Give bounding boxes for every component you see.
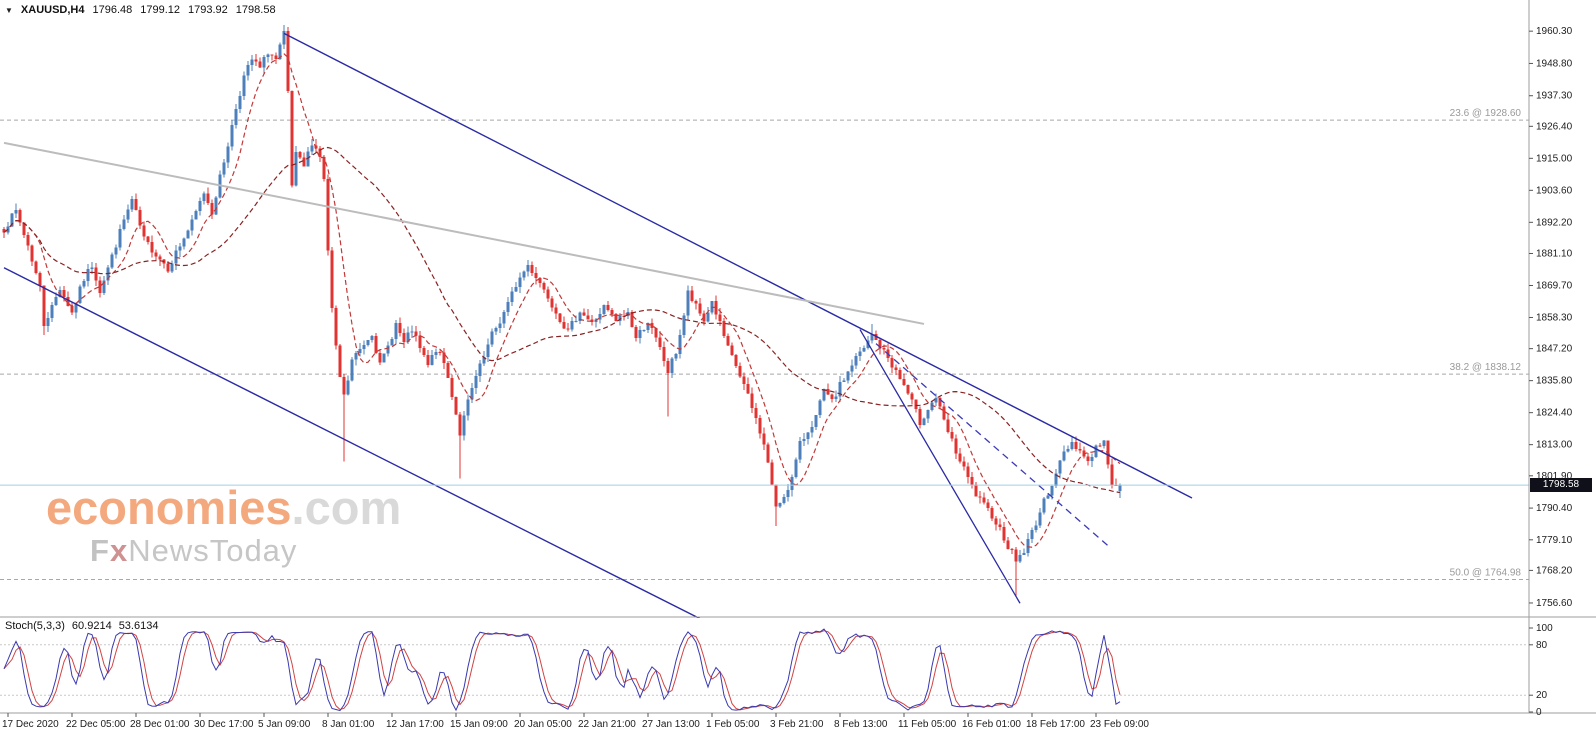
svg-text:0: 0 [1536, 707, 1542, 718]
svg-text:28 Dec 01:00: 28 Dec 01:00 [130, 719, 190, 730]
stoch-name: Stoch(5,3,3) [5, 620, 65, 632]
svg-text:1903.60: 1903.60 [1536, 185, 1573, 196]
svg-text:8 Feb 13:00: 8 Feb 13:00 [834, 719, 888, 730]
watermark-brand-line: economies.com [46, 484, 401, 531]
svg-text:1835.80: 1835.80 [1536, 376, 1573, 387]
svg-text:16 Feb 01:00: 16 Feb 01:00 [962, 719, 1021, 730]
svg-text:11 Feb 05:00: 11 Feb 05:00 [898, 719, 957, 730]
svg-text:1869.70: 1869.70 [1536, 280, 1573, 291]
watermark: economies.com FxNewsToday [46, 484, 401, 566]
svg-text:5 Jan 09:00: 5 Jan 09:00 [258, 719, 311, 730]
close-value: 1798.58 [235, 4, 276, 16]
svg-text:1813.00: 1813.00 [1536, 440, 1573, 451]
svg-text:20: 20 [1536, 690, 1548, 701]
svg-text:100: 100 [1536, 623, 1553, 634]
high-value: 1799.12 [140, 4, 181, 16]
svg-text:22 Jan 21:00: 22 Jan 21:00 [578, 719, 636, 730]
svg-text:1960.30: 1960.30 [1536, 26, 1573, 37]
svg-text:1768.20: 1768.20 [1536, 565, 1573, 576]
svg-text:1801.90: 1801.90 [1536, 471, 1573, 482]
open-value: 1796.48 [92, 4, 133, 16]
svg-text:20 Jan 05:00: 20 Jan 05:00 [514, 719, 572, 730]
svg-text:38.2 @ 1838.12: 38.2 @ 1838.12 [1450, 362, 1522, 373]
watermark-brand: economies [46, 481, 292, 534]
svg-text:1779.10: 1779.10 [1536, 535, 1573, 546]
svg-text:1847.20: 1847.20 [1536, 344, 1573, 355]
svg-text:23 Feb 09:00: 23 Feb 09:00 [1090, 719, 1149, 730]
watermark-domain: .com [291, 481, 402, 534]
svg-text:3 Feb 21:00: 3 Feb 21:00 [770, 719, 824, 730]
price-axis[interactable] [1529, 0, 1596, 713]
svg-text:27 Jan 13:00: 27 Jan 13:00 [642, 719, 700, 730]
svg-text:12 Jan 17:00: 12 Jan 17:00 [386, 719, 444, 730]
svg-text:22 Dec 05:00: 22 Dec 05:00 [66, 719, 126, 730]
svg-text:80: 80 [1536, 640, 1548, 651]
svg-text:17 Dec 2020: 17 Dec 2020 [2, 719, 59, 730]
svg-text:1881.10: 1881.10 [1536, 248, 1573, 259]
svg-text:1 Feb 05:00: 1 Feb 05:00 [706, 719, 760, 730]
svg-text:1926.40: 1926.40 [1536, 121, 1573, 132]
watermark-subtitle: FxNewsToday [90, 533, 298, 568]
svg-text:1756.60: 1756.60 [1536, 598, 1573, 609]
svg-text:1824.40: 1824.40 [1536, 408, 1573, 419]
stoch-d-value: 53.6134 [118, 620, 159, 632]
current-price-tag: 1798.58 [1530, 478, 1592, 493]
time-axis[interactable] [0, 713, 1596, 743]
svg-text:50.0 @ 1764.98: 50.0 @ 1764.98 [1450, 567, 1522, 578]
stoch-indicator-label: Stoch(5,3,3) 60.9214 53.6134 [5, 620, 158, 632]
svg-text:15 Jan 09:00: 15 Jan 09:00 [450, 719, 508, 730]
ohlc-info-bar: ▼ XAUUSD,H4 1796.48 1799.12 1793.92 1798… [5, 4, 276, 16]
svg-text:1948.80: 1948.80 [1536, 58, 1573, 69]
svg-text:1915.00: 1915.00 [1536, 153, 1573, 164]
svg-text:8 Jan 01:00: 8 Jan 01:00 [322, 719, 375, 730]
svg-text:23.6 @ 1928.60: 23.6 @ 1928.60 [1450, 108, 1522, 119]
svg-text:1892.20: 1892.20 [1536, 217, 1573, 228]
low-value: 1793.92 [188, 4, 228, 16]
chevron-down-icon[interactable]: ▼ [5, 5, 13, 15]
svg-text:18 Feb 17:00: 18 Feb 17:00 [1026, 719, 1085, 730]
svg-text:1937.30: 1937.30 [1536, 91, 1573, 102]
symbol-period-label: XAUUSD,H4 [20, 4, 85, 16]
stoch-k-value: 60.9214 [71, 620, 112, 632]
svg-text:1858.30: 1858.30 [1536, 312, 1573, 323]
svg-text:30 Dec 17:00: 30 Dec 17:00 [194, 719, 254, 730]
stoch-indicator-panel[interactable] [0, 618, 1529, 713]
svg-text:1790.40: 1790.40 [1536, 503, 1573, 514]
